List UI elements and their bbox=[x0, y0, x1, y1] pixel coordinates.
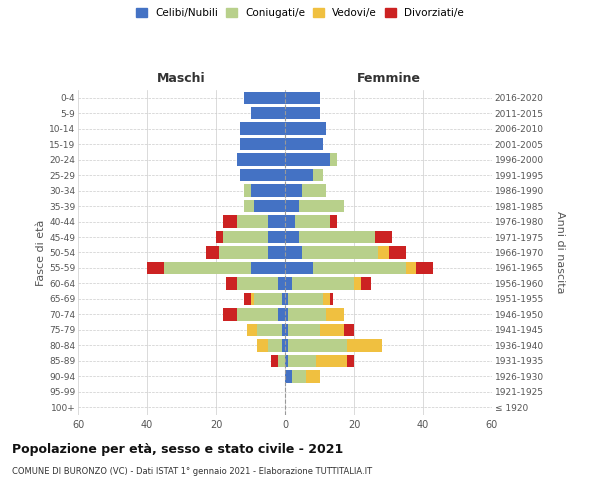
Bar bbox=[240, 169, 285, 181]
Bar bbox=[268, 231, 285, 243]
Bar bbox=[285, 246, 302, 258]
Text: Maschi: Maschi bbox=[157, 72, 206, 85]
Bar bbox=[281, 292, 285, 305]
Bar bbox=[268, 339, 281, 351]
Bar bbox=[285, 308, 289, 320]
Bar bbox=[389, 246, 406, 258]
Bar bbox=[299, 231, 374, 243]
Bar bbox=[251, 262, 285, 274]
Bar bbox=[289, 292, 323, 305]
Bar bbox=[244, 184, 251, 197]
Bar bbox=[354, 278, 361, 289]
Legend: Celibi/Nubili, Coniugati/e, Vedovi/e, Divorziati/e: Celibi/Nubili, Coniugati/e, Vedovi/e, Di… bbox=[133, 5, 467, 21]
Bar bbox=[251, 107, 285, 120]
Bar bbox=[244, 200, 254, 212]
Bar bbox=[220, 246, 268, 258]
Bar bbox=[416, 262, 433, 274]
Bar bbox=[406, 262, 416, 274]
Bar bbox=[323, 292, 330, 305]
Bar bbox=[285, 154, 330, 166]
Bar bbox=[306, 370, 320, 382]
Bar bbox=[285, 184, 302, 197]
Bar bbox=[240, 122, 285, 135]
Bar bbox=[237, 278, 278, 289]
Bar bbox=[240, 138, 285, 150]
Bar bbox=[281, 324, 285, 336]
Bar bbox=[285, 92, 320, 104]
Bar bbox=[289, 339, 347, 351]
Bar bbox=[237, 216, 268, 228]
Bar bbox=[289, 354, 316, 367]
Bar bbox=[374, 231, 392, 243]
Bar bbox=[244, 292, 251, 305]
Bar bbox=[223, 216, 237, 228]
Bar bbox=[223, 308, 237, 320]
Bar bbox=[361, 278, 371, 289]
Bar bbox=[251, 184, 285, 197]
Bar bbox=[285, 354, 289, 367]
Bar bbox=[378, 246, 389, 258]
Bar bbox=[223, 231, 268, 243]
Bar bbox=[289, 308, 326, 320]
Bar bbox=[295, 216, 330, 228]
Bar bbox=[292, 278, 354, 289]
Bar bbox=[299, 200, 344, 212]
Bar bbox=[292, 370, 306, 382]
Bar bbox=[289, 324, 320, 336]
Bar bbox=[257, 324, 281, 336]
Bar bbox=[206, 246, 220, 258]
Bar bbox=[268, 246, 285, 258]
Bar bbox=[285, 169, 313, 181]
Y-axis label: Anni di nascita: Anni di nascita bbox=[555, 211, 565, 294]
Bar bbox=[302, 184, 326, 197]
Bar bbox=[226, 278, 237, 289]
Bar bbox=[237, 154, 285, 166]
Text: Femmine: Femmine bbox=[356, 72, 421, 85]
Bar bbox=[257, 339, 268, 351]
Bar bbox=[344, 324, 354, 336]
Bar bbox=[320, 324, 344, 336]
Bar bbox=[285, 138, 323, 150]
Bar bbox=[278, 308, 285, 320]
Bar bbox=[251, 292, 254, 305]
Text: COMUNE DI BURONZO (VC) - Dati ISTAT 1° gennaio 2021 - Elaborazione TUTTITALIA.IT: COMUNE DI BURONZO (VC) - Dati ISTAT 1° g… bbox=[12, 468, 372, 476]
Bar bbox=[330, 154, 337, 166]
Bar bbox=[278, 278, 285, 289]
Text: Popolazione per età, sesso e stato civile - 2021: Popolazione per età, sesso e stato civil… bbox=[12, 442, 343, 456]
Bar bbox=[326, 308, 344, 320]
Bar bbox=[254, 200, 285, 212]
Y-axis label: Fasce di età: Fasce di età bbox=[36, 220, 46, 286]
Bar bbox=[330, 216, 337, 228]
Bar bbox=[316, 354, 347, 367]
Bar bbox=[285, 216, 295, 228]
Bar bbox=[285, 339, 289, 351]
Bar bbox=[347, 354, 354, 367]
Bar bbox=[285, 107, 320, 120]
Bar bbox=[302, 246, 378, 258]
Bar bbox=[216, 231, 223, 243]
Bar bbox=[313, 262, 406, 274]
Bar bbox=[285, 122, 326, 135]
Bar bbox=[285, 200, 299, 212]
Bar bbox=[244, 92, 285, 104]
Bar bbox=[285, 370, 292, 382]
Bar bbox=[313, 169, 323, 181]
Bar bbox=[330, 292, 334, 305]
Bar bbox=[164, 262, 251, 274]
Bar bbox=[285, 292, 289, 305]
Bar bbox=[281, 339, 285, 351]
Bar bbox=[285, 231, 299, 243]
Bar bbox=[278, 354, 285, 367]
Bar bbox=[247, 324, 257, 336]
Bar bbox=[268, 216, 285, 228]
Bar bbox=[347, 339, 382, 351]
Bar bbox=[271, 354, 278, 367]
Bar bbox=[147, 262, 164, 274]
Bar bbox=[285, 262, 313, 274]
Bar bbox=[285, 278, 292, 289]
Bar bbox=[254, 292, 281, 305]
Bar bbox=[237, 308, 278, 320]
Bar bbox=[285, 324, 289, 336]
